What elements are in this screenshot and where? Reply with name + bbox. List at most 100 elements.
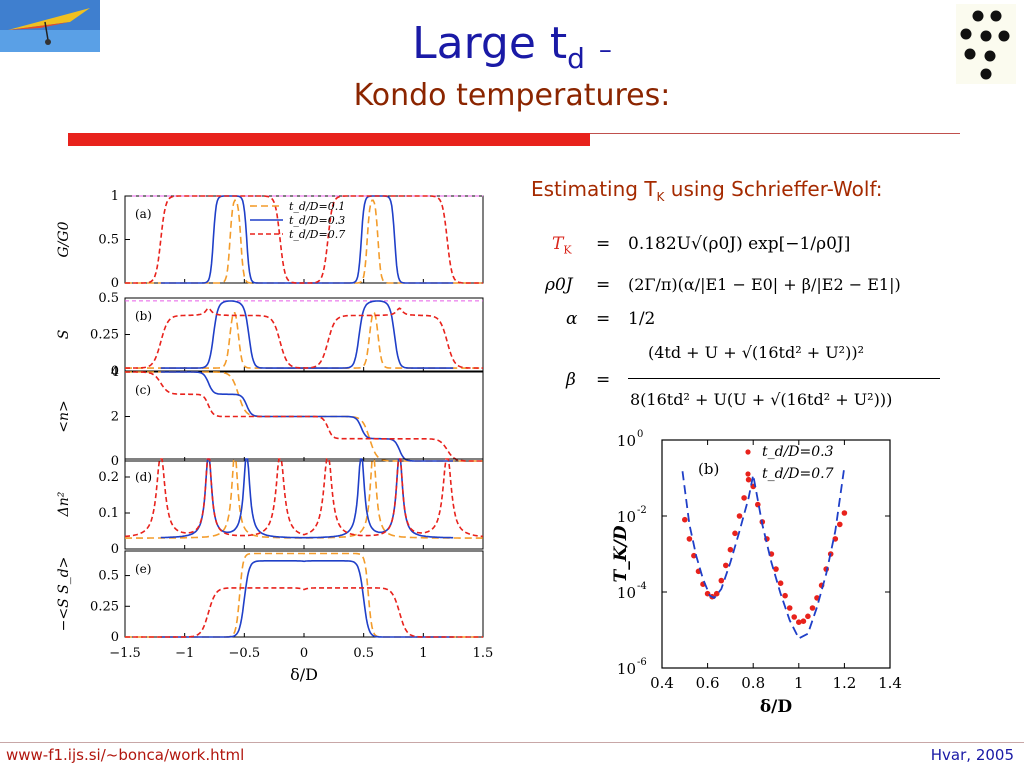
tk-vs-delta-chart: 0.4 0.6 0.8 1 1.2 1.410-610-410-210 0(b)δ/DT_K…: [611, 429, 902, 717]
panel-frame: [124, 550, 484, 638]
plot-frame: [661, 439, 891, 669]
data-point: [736, 513, 743, 519]
dots-logo: [956, 4, 1016, 84]
eq-equals-4: =: [596, 370, 611, 390]
data-point: [773, 566, 779, 572]
y-tick-label: 0.25: [90, 328, 119, 343]
legend-marker: [745, 449, 751, 455]
series-line-td07: [125, 371, 483, 462]
data-point: [809, 605, 816, 611]
x-tick-label: 0.5: [353, 646, 374, 661]
panel-d: 0 0.1 0.2 (d) Δn²: [56, 457, 484, 557]
eq-alpha-lhs: α: [566, 309, 578, 329]
y-tick-label: 10: [617, 508, 636, 526]
x-tick-label: 1.4: [878, 674, 902, 692]
eq-tk-rhs: 0.182U√(ρ0J) exp[−1/ρ0J]: [628, 234, 851, 254]
y-axis-label: −<S S_d>: [56, 557, 72, 632]
sw-estimate-line: [681, 466, 846, 640]
panel-b: 0 0.25 0.5 (b) S: [56, 291, 484, 379]
data-point: [837, 521, 843, 528]
series-line-td07: [125, 587, 483, 638]
hang-glider-logo: [0, 0, 100, 52]
footer-url-link[interactable]: www-f1.ijs.si/~bonca/work.html: [6, 746, 245, 764]
x-tick-label: 1.2: [832, 674, 856, 692]
eq-beta-lhs: β: [566, 370, 576, 390]
data-point: [723, 562, 729, 569]
series-line-td07: [124, 458, 484, 538]
eq-equals-2: =: [596, 275, 611, 295]
title-divider-thin: [590, 133, 960, 134]
y-tick-label: 1: [111, 189, 119, 204]
panel-frame: [124, 297, 484, 372]
footer-divider: [0, 742, 1024, 743]
eq-rho-rhs: (2Γ/π)(α/|E1 − E0| + β/|E2 − E1|): [628, 275, 901, 294]
data-point: [745, 476, 752, 483]
y-tick-label: 0.1: [98, 506, 119, 521]
y-tick-exponent: -4: [637, 581, 647, 592]
eq-beta-fraction-bar: [628, 378, 940, 379]
data-point: [800, 618, 807, 624]
panel-label: (b): [698, 460, 719, 478]
series-line-td01: [125, 312, 483, 369]
panel-label: (e): [135, 562, 151, 576]
eq-beta-denominator: 8(16td² + U(U + √(16td² + U²))): [630, 390, 893, 409]
x-axis-label: δ/D: [290, 665, 318, 684]
y-tick-label: 10: [617, 432, 636, 450]
x-tick-label: −0.5: [229, 646, 261, 661]
y-tick-label: 0.5: [98, 233, 119, 248]
x-tick-label: −1: [175, 646, 194, 661]
title-divider: [68, 133, 590, 146]
y-tick-exponent: -2: [637, 505, 647, 516]
data-point: [727, 546, 734, 553]
panel-label: (a): [135, 207, 152, 221]
data-point: [682, 516, 688, 523]
legend-label: t_d/D=0.7: [289, 228, 345, 241]
panel-c: 0 2 4 (c) <n>: [56, 365, 484, 469]
data-point: [777, 580, 784, 586]
y-tick-label: 0.2: [98, 470, 119, 485]
x-tick-label: 0.6: [696, 674, 720, 692]
y-tick-exponent: 0: [637, 429, 643, 440]
y-tick-label: 0: [111, 454, 119, 469]
x-tick-label: 0: [300, 646, 308, 661]
page-subtitle: Kondo temperatures:: [353, 78, 671, 113]
legend-label: t_d/D=0.1: [289, 200, 345, 213]
y-tick-label: 0.25: [90, 599, 119, 614]
y-tick-label: 0.5: [98, 569, 119, 584]
series-line-td03: [160, 195, 454, 284]
x-axis-label: δ/D: [760, 697, 793, 717]
series-line-td01: [125, 457, 483, 539]
series-line-td07: [125, 195, 483, 284]
y-axis-label: <n>: [56, 400, 72, 432]
panel-a: 0 0.5 1 (a) G/G0 t_d/D=0.1t_d/D=0.3t_d/D=0.7: [56, 189, 484, 291]
panel-label: (d): [135, 470, 152, 484]
eq-rho-lhs: ρ0J: [545, 275, 573, 295]
y-tick-label: 0: [111, 630, 119, 645]
eq-beta-numerator: (4td + U + √(16td² + U²))²: [648, 343, 864, 362]
x-tick-label: −1.5: [109, 646, 141, 661]
footer-venue: Hvar, 2005: [930, 746, 1014, 764]
y-tick-exponent: -6: [637, 657, 647, 668]
y-tick-label: 0.5: [98, 291, 119, 306]
legend-marker: [745, 471, 751, 477]
y-axis-label: G/G0: [56, 221, 72, 257]
data-point: [841, 510, 848, 516]
page-title: Large td –: [412, 18, 612, 75]
x-tick-label: 0.8: [741, 674, 765, 692]
series-line-td01: [125, 552, 483, 638]
series-line-td03: [160, 560, 454, 638]
y-axis-label: S: [56, 330, 72, 340]
panel-label: (c): [135, 383, 151, 397]
y-tick-label: 0: [111, 276, 119, 291]
data-point: [805, 613, 811, 620]
series-line-td07: [125, 307, 483, 369]
y-tick-label: 10: [617, 584, 636, 602]
data-point: [718, 577, 725, 584]
data-point: [782, 592, 788, 599]
x-tick-label: 0.4: [650, 674, 674, 692]
y-tick-label: 0: [111, 364, 119, 379]
y-axis-label: T_K/D: [611, 525, 631, 582]
data-point: [713, 590, 720, 597]
spectral-panels-figure: 00.51(a)G/G0t_d/D=0.1t_d/D=0.3t_d/D=0.70…: [56, 189, 493, 684]
y-tick-label: 2: [111, 410, 119, 425]
